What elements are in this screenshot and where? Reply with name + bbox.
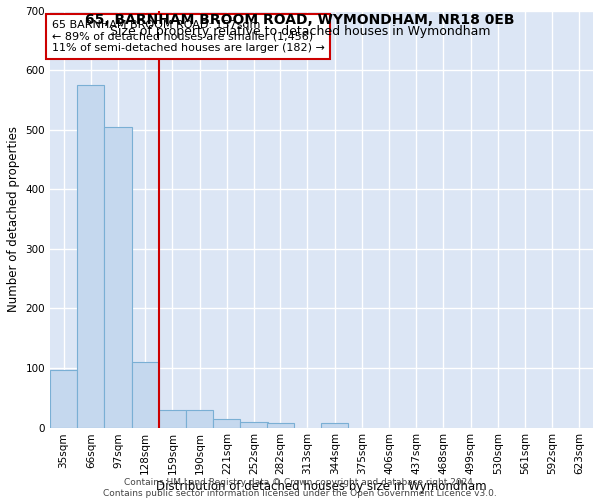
Bar: [50, 370, 77, 428]
Bar: [77, 86, 104, 427]
Bar: [213, 418, 241, 428]
X-axis label: Distribution of detached houses by size in Wymondham: Distribution of detached houses by size …: [156, 480, 487, 493]
Bar: [321, 423, 348, 428]
Text: 65 BARNHAM BROOM ROAD: 157sqm
← 89% of detached houses are smaller (1,456)
11% o: 65 BARNHAM BROOM ROAD: 157sqm ← 89% of d…: [52, 20, 325, 53]
Text: 65, BARNHAM BROOM ROAD, WYMONDHAM, NR18 0EB: 65, BARNHAM BROOM ROAD, WYMONDHAM, NR18 …: [85, 12, 515, 26]
Bar: [186, 410, 213, 428]
Text: Contains HM Land Registry data © Crown copyright and database right 2024.
Contai: Contains HM Land Registry data © Crown c…: [103, 478, 497, 498]
Bar: [104, 127, 131, 428]
Bar: [241, 422, 268, 428]
Bar: [266, 423, 294, 428]
Bar: [131, 362, 159, 428]
Text: Size of property relative to detached houses in Wymondham: Size of property relative to detached ho…: [110, 24, 490, 38]
Bar: [159, 410, 186, 428]
Y-axis label: Number of detached properties: Number of detached properties: [7, 126, 20, 312]
